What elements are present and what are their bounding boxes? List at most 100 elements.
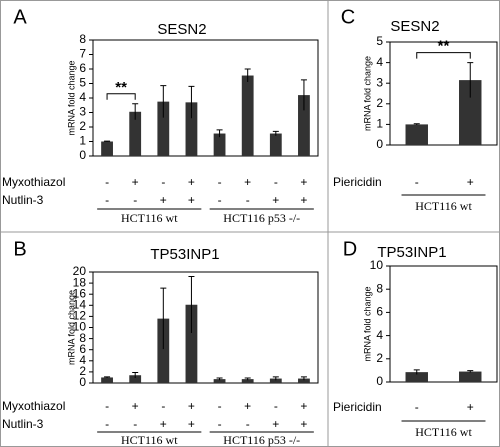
treatment-sign: - [415,400,419,414]
treatment-sign: + [188,417,195,431]
y-tick-label: 3 [376,75,383,89]
treatment-sign: - [133,417,137,431]
group-label: HCT116 p53 -/- [223,211,300,225]
y-axis-label: mRNA fold change [362,286,372,361]
treatment-label: Nutlin-3 [2,417,44,431]
bar [185,304,198,383]
panel-letter: A [13,6,27,28]
significance-bracket [106,93,136,100]
error-bar [188,275,195,334]
bar [241,379,254,383]
error-bar [300,376,307,381]
y-tick-label: 8 [376,281,383,295]
treatment-label: Myxothiazol [2,399,65,413]
chart-title: SESN2 [157,21,206,38]
significance-label: ** [115,79,127,96]
treatment-sign: - [218,193,222,207]
treatment-sign: - [218,175,222,189]
treatment-sign: + [467,400,474,414]
treatment-sign: - [218,399,222,413]
error-bar [132,103,139,120]
bar [185,102,198,156]
bar [101,141,113,156]
bar [459,371,482,382]
treatment-sign: + [467,175,474,189]
y-tick-label: 6 [79,342,86,356]
significance-label: ** [438,38,450,55]
error-bar [413,123,420,126]
y-tick-label: 20 [73,264,87,278]
treatment-label: Nutlin-3 [2,193,44,207]
error-bar [272,376,279,381]
treatment-sign: + [160,417,167,431]
y-tick-label: 18 [73,275,87,289]
treatment-sign: - [246,417,250,431]
y-tick-label: 16 [73,286,87,300]
treatment-sign: + [300,193,307,207]
treatment-sign: - [274,399,278,413]
bar [241,75,254,156]
error-bar [160,85,167,118]
y-tick-label: 0 [376,137,383,151]
y-tick-label: 6 [79,61,86,75]
treatment-sign: + [188,399,195,413]
bar [157,101,170,156]
error-bar [104,376,111,379]
chart-title: TP53INP1 [150,246,219,263]
treatment-sign: - [274,175,278,189]
treatment-sign: + [300,175,307,189]
chart-title: TP53INP1 [377,244,446,261]
y-tick-label: 4 [79,90,86,104]
error-bar [467,370,474,373]
bar [298,95,310,156]
y-tick-label: 0 [79,148,86,162]
plot-frame [92,271,319,384]
group-label: HCT116 wt [415,199,472,213]
treatment-label: Piericidin [333,175,382,189]
treatment-sign: + [132,399,139,413]
y-tick-label: 8 [79,32,86,46]
treatment-sign: - [105,417,109,431]
y-tick-label: 4 [376,55,383,69]
bar [405,124,428,145]
error-bar [160,287,167,350]
panel-letter: B [13,238,26,260]
error-bar [244,377,251,381]
treatment-sign: - [246,193,250,207]
treatment-sign: + [188,193,195,207]
panel-letter: D [343,238,357,260]
significance-bracket [416,52,471,59]
panel-letter: C [341,6,355,28]
treatment-sign: + [272,417,279,431]
plot-frame [92,39,319,157]
y-tick-label: 0 [79,375,86,389]
error-bar [467,62,474,98]
y-tick-label: 0 [376,374,383,388]
y-tick-label: 7 [79,47,86,61]
y-tick-label: 2 [79,119,86,133]
bar [157,318,170,383]
group-label: HCT116 wt [121,433,178,447]
bar [101,377,113,383]
plot-frame [389,265,498,383]
bar [269,378,282,383]
y-tick-label: 2 [79,364,86,378]
y-tick-label: 3 [79,105,86,119]
error-bar [104,140,111,142]
y-tick-label: 8 [79,331,86,345]
group-label: HCT116 wt [121,211,178,225]
chart-title: SESN2 [390,18,439,35]
bar [269,133,282,156]
treatment-sign: - [105,193,109,207]
bar [298,378,310,383]
y-tick-label: 1 [79,134,86,148]
error-bar [300,79,307,111]
y-tick-label: 5 [79,76,86,90]
error-bar [216,377,223,381]
error-bar [244,68,251,83]
error-bar [132,371,139,379]
y-tick-label: 4 [79,353,86,367]
treatment-sign: + [132,175,139,189]
bar [129,111,142,156]
